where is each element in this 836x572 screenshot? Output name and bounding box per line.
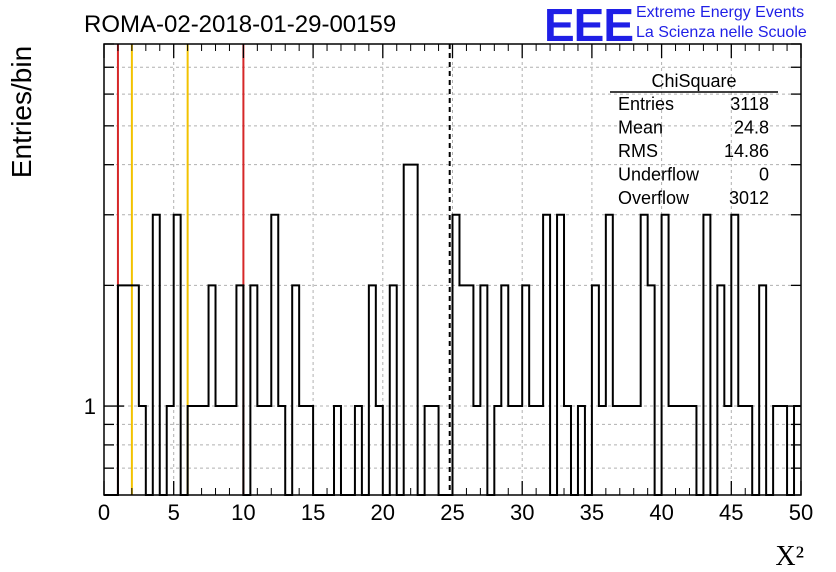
- x-tick-label: 50: [789, 500, 813, 525]
- x-tick-label: 25: [440, 500, 464, 525]
- stats-label: RMS: [618, 141, 658, 161]
- stats-label: Underflow: [618, 165, 700, 185]
- y-axis-label: Entries/bin: [6, 46, 37, 178]
- chart-title: ROMA-02-2018-01-29-00159: [84, 11, 396, 38]
- x-tick-label: 10: [231, 500, 255, 525]
- stats-value: 24.8: [734, 118, 769, 138]
- stats-label: Overflow: [618, 188, 690, 208]
- stats-label: Entries: [618, 94, 674, 114]
- x-tick-label: 45: [719, 500, 743, 525]
- axis-ticks: 0 5 10 15 20 25 30 35 40 45 50 1: [84, 43, 813, 525]
- stats-title: ChiSquare: [651, 71, 736, 91]
- x-tick-label: 0: [98, 500, 110, 525]
- x-tick-label: 5: [168, 500, 180, 525]
- x-tick-label: 15: [301, 500, 325, 525]
- x-tick-label: 40: [649, 500, 673, 525]
- stats-value: 14.86: [724, 141, 769, 161]
- logo-line-2: La Scienza nelle Scuole: [636, 24, 807, 41]
- logo-line-1: Extreme Energy Events: [636, 4, 805, 21]
- stats-box: ChiSquare Entries 3118 Mean 24.8 RMS 14.86 Und…: [610, 71, 778, 208]
- stats-value: 3012: [729, 188, 769, 208]
- histogram-series: [104, 163, 801, 496]
- eee-logo: EEE: [544, 0, 634, 51]
- x-tick-label: 20: [371, 500, 395, 525]
- stats-value: 3118: [730, 94, 769, 114]
- x-axis-label: X²: [775, 541, 804, 572]
- stats-label: Mean: [618, 118, 663, 138]
- stats-value: 0: [759, 165, 769, 185]
- y-tick-label: 1: [84, 394, 96, 419]
- x-tick-label: 35: [580, 500, 604, 525]
- x-tick-label: 30: [510, 500, 534, 525]
